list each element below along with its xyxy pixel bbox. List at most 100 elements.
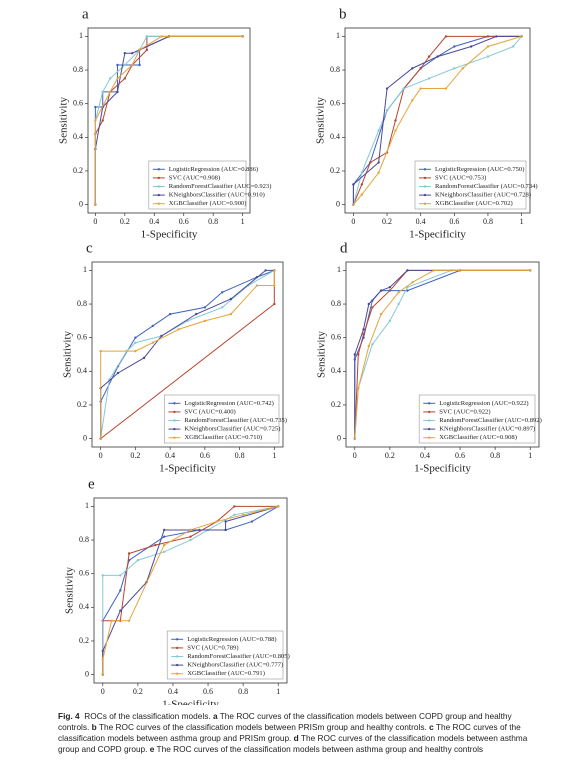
- y-tick-label: 0.6: [73, 99, 83, 108]
- x-tick-label: 0.2: [133, 687, 143, 696]
- x-tick-label: 0.2: [385, 451, 395, 460]
- roc-point: [511, 45, 515, 48]
- roc-point: [189, 538, 192, 542]
- roc-point: [360, 171, 364, 174]
- roc-point: [233, 513, 236, 517]
- roc-point: [119, 574, 122, 577]
- roc-point: [224, 528, 227, 532]
- y-tick-label: 0.6: [77, 333, 87, 342]
- y-tick-label: 0.2: [79, 636, 89, 645]
- roc-point: [353, 437, 356, 440]
- roc-point: [360, 183, 364, 186]
- roc-point: [379, 312, 383, 316]
- roc-curve: [352, 36, 522, 205]
- roc-point: [94, 203, 97, 206]
- x-tick-label: 1: [520, 217, 524, 226]
- legend-box: [414, 160, 527, 210]
- roc-point: [453, 67, 456, 70]
- panel-label: a: [82, 6, 89, 22]
- panel-label: d: [340, 240, 348, 256]
- legend-label: RandomForestClassifier (AUC=0.735): [184, 417, 287, 424]
- roc-point: [162, 528, 166, 532]
- y-tick-label: 0.2: [331, 400, 341, 409]
- legend-label: RandomForestClassifier (AUC=0.892): [439, 417, 542, 424]
- roc-point: [377, 171, 380, 174]
- x-tick-label: 1: [528, 451, 532, 460]
- roc-point: [134, 349, 137, 353]
- roc-point: [189, 535, 192, 538]
- roc-point: [427, 55, 431, 58]
- y-tick-label: 1: [79, 31, 83, 40]
- panel-label: c: [86, 240, 93, 256]
- y-tick-label: 0.6: [79, 569, 89, 578]
- y-tick-label: 1: [336, 31, 340, 40]
- roc-point: [411, 280, 414, 284]
- roc-point: [101, 119, 104, 122]
- roc-point: [138, 48, 141, 52]
- roc-point: [469, 45, 473, 48]
- roc-point: [255, 284, 259, 287]
- y-axis-label: Sensitivity: [315, 96, 327, 144]
- x-tick-label: 0.8: [483, 217, 493, 226]
- roc-point: [134, 336, 137, 339]
- roc-point: [162, 535, 166, 538]
- roc-point: [385, 109, 389, 112]
- caption-letter: d: [293, 733, 299, 743]
- roc-point: [162, 543, 166, 547]
- y-tick-label: 0.2: [77, 400, 87, 409]
- roc-point: [203, 319, 207, 323]
- y-tick-label: 0.4: [330, 132, 340, 141]
- legend-marker: [423, 202, 427, 205]
- roc-point: [277, 505, 280, 508]
- roc-point: [388, 319, 392, 323]
- roc-point: [406, 289, 409, 292]
- legend-marker: [176, 655, 179, 658]
- plot-frame: [345, 261, 540, 448]
- x-tick-label: 1: [241, 217, 245, 226]
- roc-point: [136, 559, 140, 562]
- caption-letter: e: [149, 744, 155, 754]
- roc-point: [99, 437, 102, 440]
- roc-curve: [353, 35, 522, 205]
- y-tick-label: 0.8: [77, 299, 87, 308]
- x-tick-label: 0.4: [149, 217, 159, 226]
- roc-point: [273, 284, 276, 287]
- x-axis-label: 1-Specificity: [414, 463, 471, 475]
- y-tick-label: 0.2: [330, 166, 340, 175]
- roc-point: [189, 528, 192, 532]
- roc-point: [371, 343, 374, 346]
- roc-point: [119, 589, 122, 592]
- roc-point: [520, 35, 523, 38]
- roc-point: [221, 306, 224, 309]
- roc-point: [127, 552, 131, 555]
- legend-label: SVC (AUC=0.400): [184, 408, 235, 415]
- roc-point: [123, 52, 127, 55]
- figure: a 0 0.2 0.4 0.6 0.8 1 0 0.2 0.4 0.6 0.8 1 1-Specifici…: [58, 6, 542, 705]
- legend-label: KNeighborsClassifier (AUC=0.897): [439, 426, 535, 433]
- y-tick-label: 0.4: [77, 366, 87, 375]
- x-axis-label: 1-Specificity: [409, 229, 466, 241]
- plot-frame: [91, 261, 284, 448]
- x-tick-label: 0: [99, 451, 103, 460]
- caption-text: The ROC curves of the classification mod…: [58, 733, 528, 754]
- roc-point: [357, 386, 360, 390]
- y-tick-label: 0.4: [331, 366, 341, 375]
- legend-label: RandomForestClassifier (AUC=0.923): [169, 183, 272, 190]
- legend-label: XGBClassifier (AUC=0.710): [184, 434, 262, 441]
- roc-point: [160, 35, 163, 38]
- x-axis-label: 1-Specificity: [159, 463, 216, 475]
- y-axis-label: Sensitivity: [62, 330, 74, 378]
- legend-marker: [176, 672, 179, 675]
- x-tick-label: 0.8: [238, 687, 248, 696]
- roc-point: [394, 119, 397, 122]
- roc-point: [130, 52, 134, 55]
- legend-marker: [173, 419, 176, 422]
- roc-point: [224, 520, 227, 523]
- caption-label: Fig. 4: [58, 711, 80, 721]
- x-tick-label: 0.8: [208, 217, 218, 226]
- roc-point: [362, 333, 365, 336]
- roc-point: [377, 129, 380, 132]
- roc-point: [369, 161, 372, 164]
- caption-letter: a: [212, 711, 218, 721]
- plot-frame: [344, 27, 531, 214]
